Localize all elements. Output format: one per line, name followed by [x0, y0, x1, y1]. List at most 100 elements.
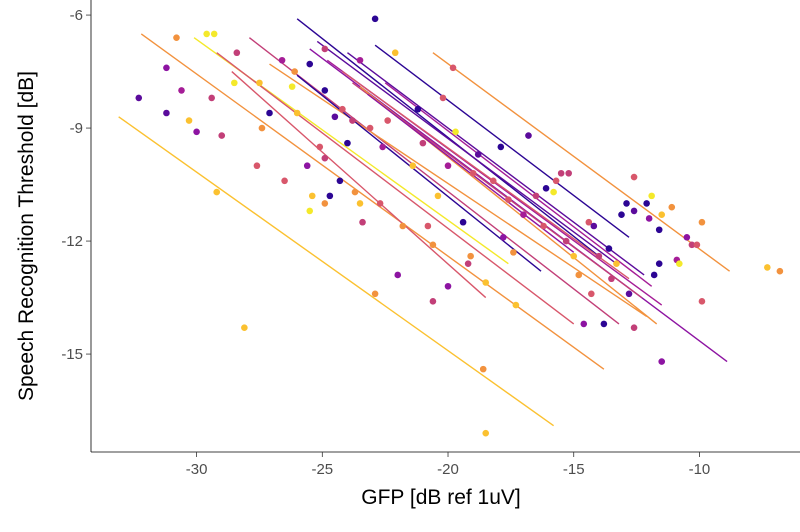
data-point — [321, 200, 329, 207]
fit-line — [374, 44, 630, 238]
fit-line — [269, 63, 648, 317]
data-point — [565, 169, 572, 177]
data-point — [414, 105, 422, 113]
data-point — [303, 162, 311, 170]
data-point — [613, 260, 620, 267]
data-point — [321, 45, 329, 53]
fit-line — [231, 71, 487, 299]
y-tick-label: -15 — [61, 346, 83, 363]
data-point — [464, 260, 472, 267]
data-point — [452, 128, 459, 136]
data-point — [585, 218, 593, 226]
data-point — [668, 203, 676, 211]
data-point — [213, 188, 221, 196]
data-point — [384, 117, 391, 124]
y-axis-title: Speech Recognition Threshold [dB] — [15, 71, 38, 401]
data-point — [623, 200, 630, 207]
fit-line — [140, 33, 605, 370]
data-point — [575, 271, 583, 279]
data-point — [630, 173, 638, 181]
data-point — [676, 260, 683, 267]
data-point — [764, 264, 771, 271]
data-point — [316, 143, 324, 151]
data-point — [449, 64, 457, 72]
data-point — [409, 162, 417, 170]
data-point — [776, 267, 784, 275]
data-point — [331, 113, 339, 121]
data-point — [178, 87, 185, 94]
x-tick-label: -15 — [563, 461, 585, 478]
x-tick-label: -30 — [186, 461, 208, 478]
x-tick-label: -20 — [437, 461, 459, 478]
data-point — [256, 79, 263, 87]
y-tick-label: -9 — [70, 120, 83, 137]
data-point — [562, 237, 570, 245]
data-point — [618, 211, 625, 218]
data-point — [336, 177, 344, 185]
data-point — [520, 211, 527, 218]
data-point — [608, 275, 615, 283]
regression-lines — [118, 18, 731, 427]
fit-line — [296, 18, 600, 257]
data-point — [288, 83, 296, 90]
data-point — [135, 94, 143, 102]
y-tick-label: -12 — [61, 233, 83, 250]
data-point — [459, 218, 467, 226]
data-point — [645, 215, 653, 222]
data-point — [185, 117, 193, 124]
data-point — [444, 282, 452, 290]
data-point — [356, 56, 364, 64]
data-point — [467, 252, 474, 260]
data-point — [366, 124, 374, 132]
data-point — [429, 241, 437, 249]
data-point — [600, 320, 608, 328]
data-point — [203, 30, 210, 38]
data-point — [193, 128, 200, 136]
data-point — [356, 200, 364, 207]
data-point — [552, 177, 560, 185]
data-point — [643, 200, 650, 207]
data-point — [658, 358, 666, 365]
data-point — [351, 188, 359, 196]
data-point — [500, 234, 507, 241]
y-tick-label: -6 — [70, 7, 83, 24]
data-point — [394, 271, 402, 279]
data-point — [293, 109, 301, 117]
data-point — [321, 87, 329, 94]
data-point — [698, 298, 706, 305]
data-point — [540, 222, 547, 230]
data-point — [439, 94, 447, 102]
data-point — [625, 290, 633, 298]
data-point — [497, 143, 505, 151]
fit-line — [342, 70, 630, 280]
data-point — [605, 245, 613, 252]
fit-line — [347, 52, 645, 276]
data-point — [525, 132, 532, 139]
data-point — [693, 241, 701, 249]
data-point — [379, 143, 386, 151]
data-point — [231, 79, 238, 87]
data-point — [424, 222, 432, 230]
data-point — [163, 64, 170, 72]
data-point — [505, 196, 512, 203]
data-point — [542, 185, 550, 192]
data-point — [339, 105, 346, 113]
data-point — [469, 169, 477, 177]
data-point — [163, 109, 170, 117]
data-point — [429, 298, 437, 305]
data-point — [630, 207, 638, 215]
data-point — [658, 211, 666, 218]
data-point — [648, 192, 655, 200]
data-point — [650, 271, 658, 279]
x-tick-label: -25 — [311, 461, 333, 478]
data-point — [557, 169, 565, 177]
data-point — [512, 301, 520, 309]
data-point — [419, 139, 427, 147]
data-points — [135, 15, 784, 437]
fit-line — [118, 116, 555, 427]
data-point — [391, 49, 399, 57]
data-point — [306, 60, 314, 68]
data-point — [253, 162, 261, 170]
fit-line — [432, 52, 731, 272]
